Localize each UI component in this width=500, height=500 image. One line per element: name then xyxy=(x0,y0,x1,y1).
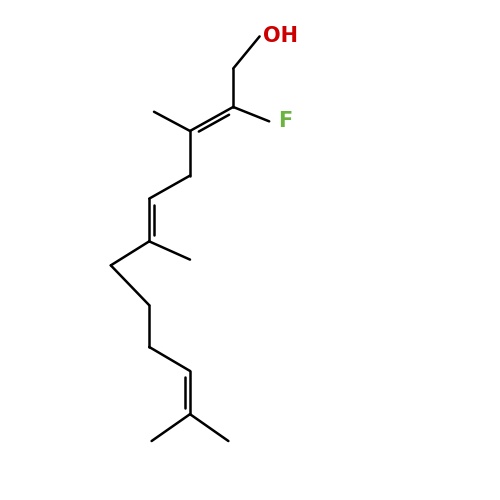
Text: F: F xyxy=(278,112,292,132)
Text: OH: OH xyxy=(264,26,298,46)
